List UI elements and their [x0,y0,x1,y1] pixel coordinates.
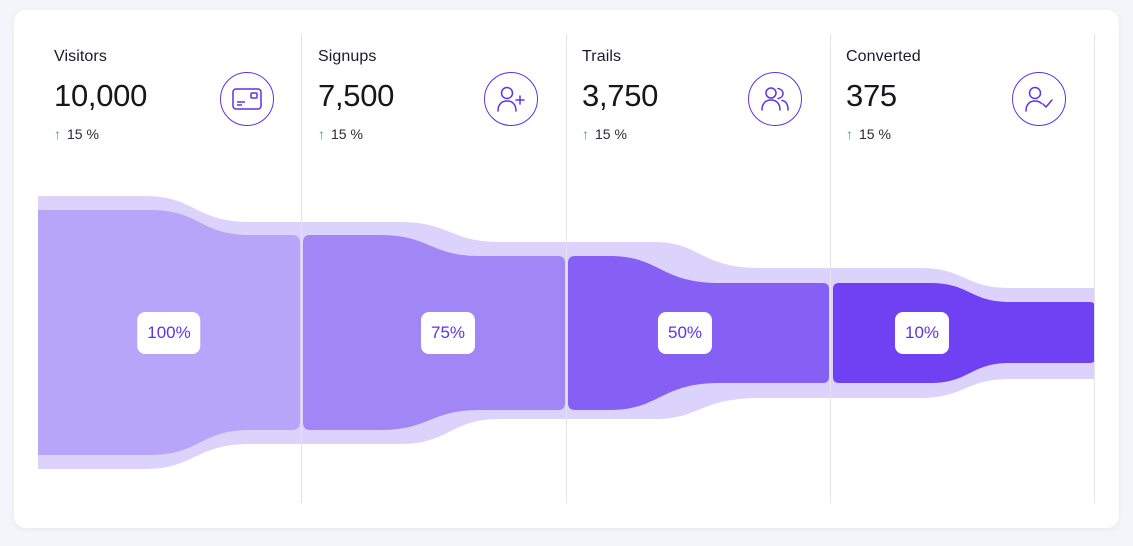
stage-value: 7,500 [318,78,395,113]
data-label-trails: 50% [657,312,713,354]
card-icon[interactable] [220,72,274,126]
stage-value: 3,750 [582,78,659,113]
column-divider [1094,34,1095,503]
column-divider [566,34,567,503]
column-divider [301,34,302,503]
stage-change: ↑ 15 % [846,126,891,142]
data-label-visitors: 100% [137,312,201,354]
arrow-up-icon: ↑ [54,126,61,142]
user-plus-icon[interactable] [484,72,538,126]
stage-signups: Signups 7,500 ↑ 15 % [318,48,548,148]
column-divider [830,34,831,503]
stage-change: ↑ 15 % [582,126,627,142]
change-value: 15 % [595,126,627,142]
users-icon[interactable] [748,72,802,126]
arrow-up-icon: ↑ [582,126,589,142]
funnel-stage-converted[interactable] [833,283,1095,383]
stage-label: Trails [582,48,622,65]
stage-label: Converted [846,48,921,65]
stage-trails: Trails 3,750 ↑ 15 % [582,48,812,148]
change-value: 15 % [331,126,363,142]
arrow-up-icon: ↑ [318,126,325,142]
data-label-signups: 75% [420,312,476,354]
stage-value: 10,000 [54,78,148,113]
stage-converted: Converted 375 ↑ 15 % [846,48,1076,148]
stage-label: Visitors [54,48,107,65]
data-label-converted: 10% [894,312,950,354]
stage-change: ↑ 15 % [318,126,363,142]
stage-label: Signups [318,48,377,65]
change-value: 15 % [67,126,99,142]
stage-change: ↑ 15 % [54,126,99,142]
arrow-up-icon: ↑ [846,126,853,142]
stage-value: 375 [846,78,897,113]
stage-visitors: Visitors 10,000 ↑ 15 % [54,48,284,148]
user-check-icon[interactable] [1012,72,1066,126]
change-value: 15 % [859,126,891,142]
